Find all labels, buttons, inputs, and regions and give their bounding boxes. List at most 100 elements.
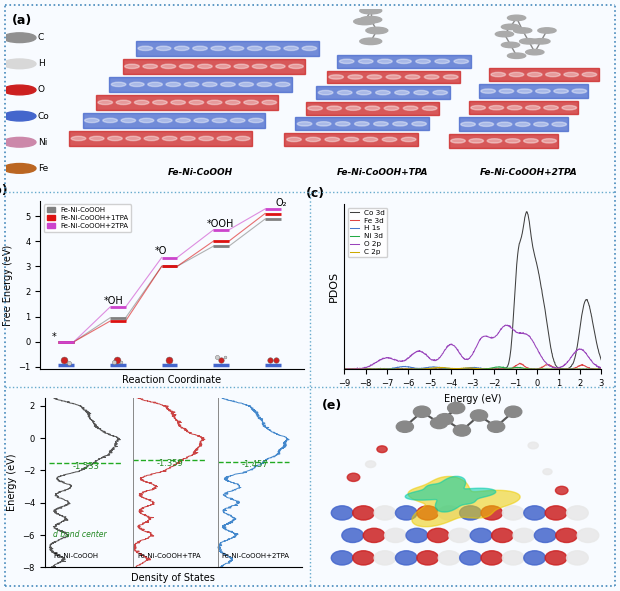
Polygon shape [136,41,319,56]
Circle shape [528,72,542,77]
Circle shape [144,137,159,141]
Text: Ni: Ni [38,138,47,147]
Circle shape [302,46,317,50]
Text: *O: *O [155,246,167,256]
Circle shape [382,137,397,142]
Circle shape [544,106,559,110]
Line: Co 3d: Co 3d [344,212,601,369]
Text: Fe-Ni-CoOOH: Fe-Ni-CoOOH [168,168,233,177]
Legend: Co 3d, Fe 3d, H 1s, Ni 3d, O 2p, C 2p: Co 3d, Fe 3d, H 1s, Ni 3d, O 2p, C 2p [348,207,388,257]
H 1s [562,365,570,372]
O 2p [340,366,348,373]
Ni 3d [536,366,544,373]
Circle shape [156,46,171,50]
Text: O₂: O₂ [275,199,287,209]
Circle shape [378,59,392,63]
Circle shape [112,82,126,86]
Circle shape [542,139,556,143]
Circle shape [212,118,227,122]
Line: Ni 3d: Ni 3d [344,367,601,369]
Circle shape [108,137,122,141]
Polygon shape [69,131,252,146]
Polygon shape [479,85,588,98]
Circle shape [502,24,520,30]
H 1s [497,366,504,373]
Circle shape [536,89,550,93]
Circle shape [216,64,231,69]
Text: (d): (d) [0,381,1,394]
H 1s [356,365,363,372]
Circle shape [366,461,376,467]
Circle shape [367,75,382,79]
Polygon shape [82,113,265,128]
Circle shape [171,100,185,105]
Circle shape [534,122,548,126]
Circle shape [507,15,526,21]
Circle shape [374,506,396,520]
O 2p [356,365,363,372]
Polygon shape [110,77,292,92]
Circle shape [198,64,212,69]
Circle shape [318,90,333,95]
X-axis label: Reaction Coordinate: Reaction Coordinate [123,375,221,385]
Circle shape [157,118,172,122]
Circle shape [308,106,322,111]
Circle shape [247,46,262,50]
Circle shape [526,106,540,110]
Circle shape [414,406,430,417]
O 2p [598,365,605,372]
Circle shape [135,100,149,105]
Co 3d [598,357,605,364]
H 1s [598,366,605,373]
Circle shape [221,82,235,86]
Circle shape [363,528,385,543]
Text: Co: Co [38,112,50,121]
C 2p [490,366,498,373]
Text: (a): (a) [12,14,32,27]
Circle shape [376,90,390,95]
Circle shape [396,551,417,565]
Circle shape [3,85,36,95]
Circle shape [543,469,552,475]
H 1s [340,366,348,373]
Circle shape [556,528,577,543]
Circle shape [161,64,175,69]
Circle shape [347,473,360,482]
H 1s [536,366,543,373]
Fe 3d [497,365,504,372]
Circle shape [396,421,414,433]
Co 3d [356,365,363,372]
C 2p [505,366,512,373]
Circle shape [162,137,177,141]
Circle shape [3,33,36,43]
Circle shape [337,90,352,95]
Circle shape [513,28,532,33]
H 1s [536,366,544,373]
Polygon shape [295,118,428,130]
Circle shape [356,90,371,95]
Circle shape [331,506,353,520]
Ni 3d [391,366,399,373]
Fe 3d [490,365,498,372]
Circle shape [3,137,36,147]
Circle shape [179,64,194,69]
Circle shape [395,90,409,95]
Fe 3d [340,365,348,372]
Circle shape [406,528,428,543]
Circle shape [491,72,505,77]
Circle shape [502,42,520,48]
Circle shape [217,137,232,141]
Polygon shape [459,118,569,131]
Circle shape [567,551,588,565]
Text: O: O [38,86,45,95]
Circle shape [435,59,449,63]
Circle shape [487,421,505,433]
Circle shape [360,38,382,44]
Circle shape [479,122,494,126]
Circle shape [554,89,569,93]
Co 3d [536,276,544,283]
Co 3d [490,366,498,373]
Circle shape [487,139,502,143]
Circle shape [459,551,481,565]
Circle shape [143,64,157,69]
